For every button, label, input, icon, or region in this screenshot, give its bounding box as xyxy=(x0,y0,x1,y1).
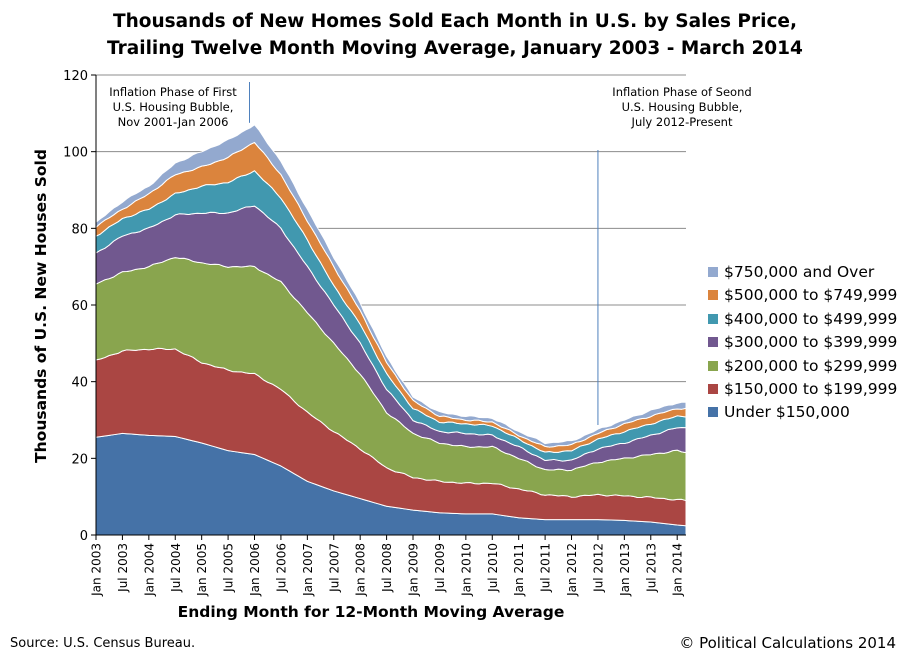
y-tick-label: 80 xyxy=(71,222,88,237)
y-tick-label: 40 xyxy=(71,376,88,391)
annotation-text: July 2012-Present xyxy=(631,115,733,129)
x-tick-label: Jan 2007 xyxy=(301,543,315,597)
x-tick-label: Jul 2007 xyxy=(327,543,341,593)
series-areas xyxy=(95,124,687,536)
annotation-lines xyxy=(249,82,599,425)
x-tick-label: Jul 2011 xyxy=(539,543,553,593)
x-tick-label: Jul 2003 xyxy=(116,543,130,593)
chart-title-line-2: Trailing Twelve Month Moving Average, Ja… xyxy=(107,38,803,59)
y-tick-label: 0 xyxy=(80,529,88,544)
legend-label: $750,000 and Over xyxy=(724,263,875,281)
legend-item: $500,000 to $749,999 xyxy=(708,284,908,307)
legend-item: $300,000 to $399,999 xyxy=(708,331,908,354)
x-tick-label: Jan 2013 xyxy=(618,543,632,597)
legend-swatch xyxy=(708,290,718,301)
legend-item: $150,000 to $199,999 xyxy=(708,378,908,401)
y-axis-ticks: 0 20 40 60 80 100 120 xyxy=(63,69,96,544)
x-tick-label: Jan 2014 xyxy=(671,543,685,597)
x-tick-label: Jan 2005 xyxy=(195,543,209,597)
x-tick-label: Jan 2004 xyxy=(142,543,156,597)
annotation-text: U.S. Housing Bubble, xyxy=(113,100,234,114)
legend: $750,000 and Over $500,000 to $749,999 $40… xyxy=(708,261,908,425)
x-tick-label: Jan 2011 xyxy=(512,543,526,597)
annotation-text: Nov 2001-Jan 2006 xyxy=(118,115,229,129)
legend-swatch xyxy=(708,313,718,324)
x-axis-label: Ending Month for 12-Month Moving Average xyxy=(178,603,565,621)
x-tick-label: Jul 2008 xyxy=(380,543,394,593)
y-tick-label: 100 xyxy=(63,146,88,161)
annotation-text: Inflation Phase of Seond xyxy=(612,85,751,99)
chart-title: Thousands of New Homes Sold Each Month i… xyxy=(20,8,890,62)
x-tick-label: Jan 2012 xyxy=(565,543,579,597)
legend-item: $750,000 and Over xyxy=(708,261,908,284)
legend-label: $200,000 to $299,999 xyxy=(724,356,898,375)
x-tick-label: Jul 2013 xyxy=(644,543,658,593)
area-series-6 xyxy=(95,124,687,448)
legend-item: $200,000 to $299,999 xyxy=(708,355,908,378)
annotation-text: U.S. Housing Bubble, xyxy=(622,100,743,114)
x-tick-label: Jul 2006 xyxy=(274,543,288,593)
x-tick-label: Jul 2009 xyxy=(433,543,447,593)
source-note: Source: U.S. Census Bureau. xyxy=(10,636,196,651)
legend-swatch xyxy=(708,383,718,394)
x-tick-label: Jul 2004 xyxy=(169,543,183,593)
legend-item: Under $150,000 xyxy=(708,401,908,424)
x-tick-label: Jul 2010 xyxy=(486,543,500,593)
x-tick-label: Jul 2012 xyxy=(591,543,605,593)
y-axis-label: Thousands of U.S. New Houses Sold xyxy=(32,149,50,463)
legend-label: $150,000 to $199,999 xyxy=(724,379,898,398)
y-tick-label: 120 xyxy=(63,69,88,84)
legend-swatch xyxy=(708,360,718,371)
x-tick-label: Jan 2006 xyxy=(248,543,262,597)
x-axis-ticks: Jan 2003 Jul 2003 Jan 2004 Jul 2004 Jan 2005… xyxy=(90,535,685,597)
legend-item: $400,000 to $499,999 xyxy=(708,308,908,331)
y-tick-label: 20 xyxy=(71,452,88,467)
copyright-note: © Political Calculations 2014 xyxy=(679,634,896,652)
x-tick-label: Jan 2008 xyxy=(354,543,368,597)
legend-swatch xyxy=(708,337,718,348)
legend-label: Under $150,000 xyxy=(724,403,850,422)
legend-label: $400,000 to $499,999 xyxy=(724,309,898,328)
y-tick-label: 60 xyxy=(71,299,88,314)
annotation-text: Inflation Phase of First xyxy=(109,85,237,99)
x-tick-label: Jan 2003 xyxy=(90,543,104,597)
legend-swatch xyxy=(708,267,718,277)
legend-label: $300,000 to $399,999 xyxy=(724,333,898,352)
legend-label: $500,000 to $749,999 xyxy=(724,286,898,305)
chart-title-line-1: Thousands of New Homes Sold Each Month i… xyxy=(112,11,797,32)
x-tick-label: Jan 2010 xyxy=(459,543,473,597)
x-tick-label: Jul 2005 xyxy=(222,543,236,593)
legend-swatch xyxy=(708,407,718,418)
x-tick-label: Jan 2009 xyxy=(407,543,421,597)
